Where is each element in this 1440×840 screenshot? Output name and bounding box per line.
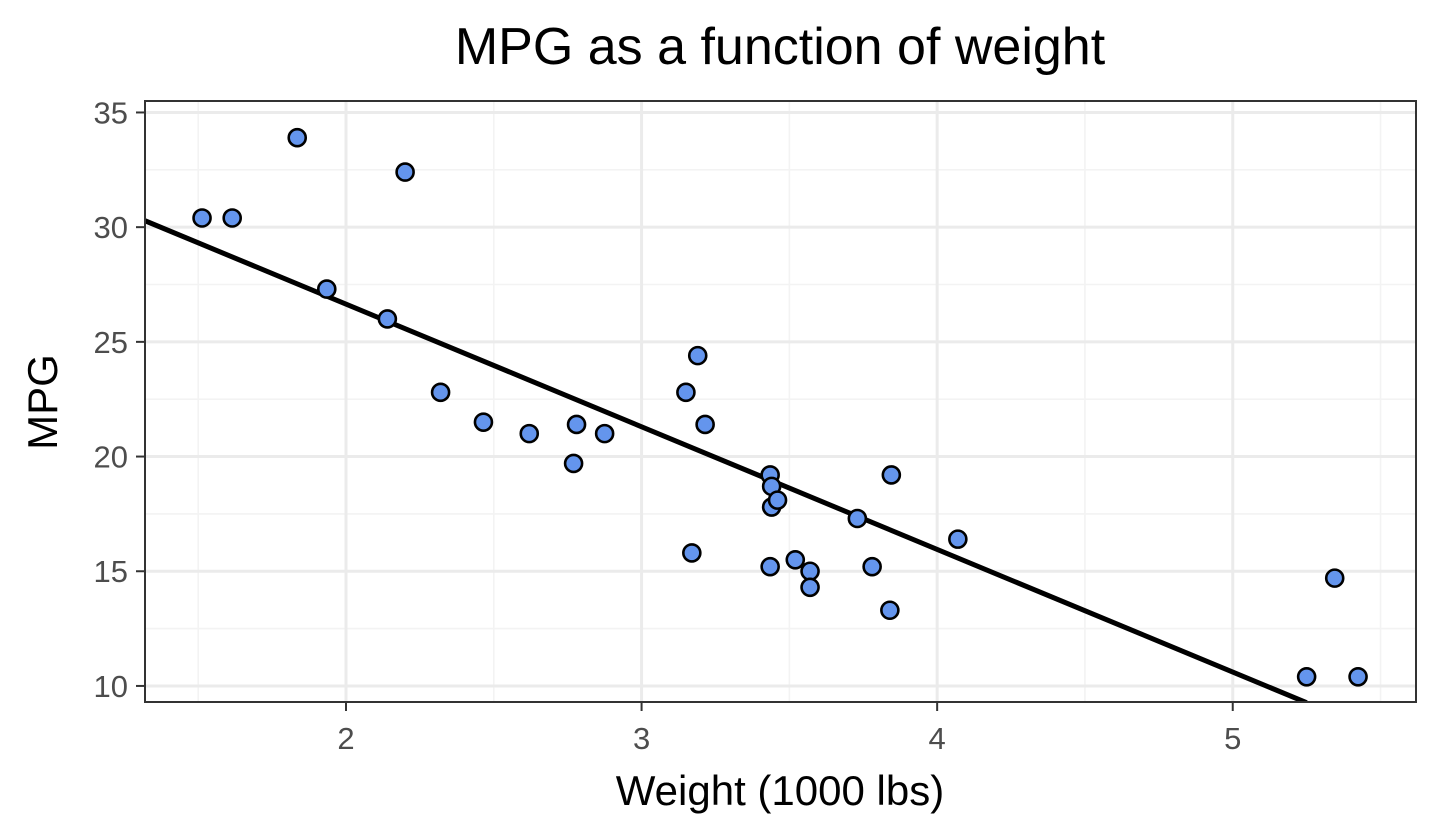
data-point xyxy=(847,508,868,529)
data-point xyxy=(519,423,540,444)
data-point xyxy=(563,453,584,474)
y-tick-label: 15 xyxy=(94,554,128,589)
data-point xyxy=(862,556,882,577)
chart-title: MPG as a function of weight xyxy=(455,18,1106,76)
y-axis-title: MPG xyxy=(19,354,66,450)
data-point xyxy=(687,345,708,366)
x-tick-label: 3 xyxy=(633,721,650,756)
x-tick-label: 5 xyxy=(1224,721,1241,756)
data-point xyxy=(594,423,615,444)
data-point xyxy=(377,309,398,329)
plot-panel-border xyxy=(144,100,1417,703)
data-point xyxy=(760,556,780,577)
data-point xyxy=(473,412,494,432)
data-point xyxy=(222,208,242,228)
data-point xyxy=(1324,568,1345,588)
x-axis-tick-labels: 2 3 4 5 xyxy=(337,721,1241,756)
data-point xyxy=(881,465,902,485)
data-points xyxy=(192,127,1368,687)
plot-panel-background xyxy=(145,101,1416,702)
data-point xyxy=(316,279,337,299)
data-point xyxy=(430,382,451,403)
regression-line-layer xyxy=(145,218,1308,702)
grid-lines xyxy=(145,101,1416,702)
y-tick-label: 25 xyxy=(94,325,128,360)
data-point xyxy=(767,490,788,510)
y-tick-label: 20 xyxy=(94,440,128,475)
data-point xyxy=(695,414,715,435)
data-point xyxy=(287,127,308,148)
y-tick-label: 30 xyxy=(94,210,128,245)
regression-line xyxy=(145,218,1308,702)
x-tick-label: 2 xyxy=(337,721,354,756)
data-point xyxy=(948,529,968,549)
axis-ticks xyxy=(136,111,1234,711)
data-point xyxy=(676,382,696,403)
x-axis-title: Weight (1000 lbs) xyxy=(616,767,944,814)
data-point xyxy=(800,577,820,598)
data-point xyxy=(880,600,900,621)
data-point xyxy=(395,162,415,182)
y-axis-tick-labels: 10 15 20 25 30 35 xyxy=(94,95,128,703)
x-tick-label: 4 xyxy=(929,721,946,756)
data-point xyxy=(785,549,806,570)
data-point xyxy=(682,543,702,563)
data-point xyxy=(1296,666,1317,687)
data-point xyxy=(566,414,587,435)
y-tick-label: 35 xyxy=(94,95,128,130)
data-point xyxy=(192,208,212,228)
y-tick-label: 10 xyxy=(94,669,128,704)
data-point xyxy=(800,561,820,582)
data-point xyxy=(1348,666,1368,687)
